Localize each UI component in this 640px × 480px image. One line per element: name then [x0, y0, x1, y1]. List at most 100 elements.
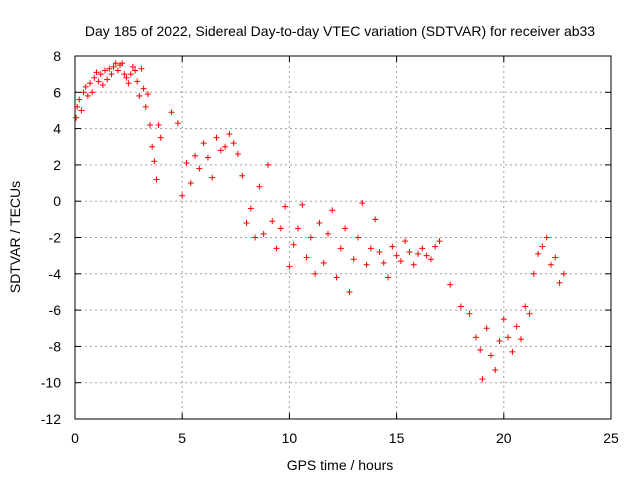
data-point: [294, 225, 301, 232]
data-point: [140, 85, 147, 92]
y-tick-label: 6: [53, 84, 61, 100]
data-point: [376, 249, 383, 256]
data-point: [153, 176, 160, 183]
data-point: [269, 218, 276, 225]
data-point: [539, 243, 546, 250]
data-point: [147, 121, 154, 128]
data-point: [110, 63, 117, 70]
x-tick-label: 25: [603, 430, 619, 446]
x-tick-label: 10: [282, 430, 298, 446]
data-point: [277, 225, 284, 232]
data-point: [447, 281, 454, 288]
data-point: [89, 89, 96, 96]
data-point: [552, 254, 559, 261]
data-point: [112, 60, 119, 67]
y-tick-label: 0: [53, 193, 61, 209]
data-point: [547, 261, 554, 268]
data-point: [93, 69, 100, 76]
data-point: [286, 263, 293, 270]
data-point: [102, 67, 109, 74]
data-point: [73, 114, 80, 121]
data-point: [342, 225, 349, 232]
data-point: [95, 78, 102, 85]
data-point: [406, 249, 413, 256]
data-point: [104, 76, 111, 83]
data-point: [359, 200, 366, 207]
y-axis-label: SDTVAR / TECUs: [7, 181, 23, 293]
y-tick-label: -2: [49, 230, 62, 246]
data-point: [410, 261, 417, 268]
data-point: [80, 89, 87, 96]
data-point: [151, 158, 158, 165]
data-point: [479, 376, 486, 383]
data-point: [174, 120, 181, 127]
data-point: [427, 256, 434, 263]
data-point: [192, 152, 199, 159]
data-point: [234, 151, 241, 158]
y-tick-label: 4: [53, 121, 61, 137]
data-point: [350, 256, 357, 263]
data-point: [183, 160, 190, 167]
data-point: [496, 337, 503, 344]
data-point: [509, 348, 516, 355]
x-axis-label: GPS time / hours: [287, 457, 394, 473]
data-point: [303, 254, 310, 261]
data-point: [324, 230, 331, 237]
data-point: [91, 74, 98, 81]
data-point: [230, 140, 237, 147]
data-point: [260, 230, 267, 237]
data-point: [84, 92, 91, 99]
data-point: [522, 303, 529, 310]
data-point: [252, 234, 259, 241]
data-point: [119, 60, 126, 67]
data-point: [312, 270, 319, 277]
data-point: [168, 109, 175, 116]
x-tick-label: 0: [71, 430, 79, 446]
data-point: [487, 352, 494, 359]
data-point: [372, 216, 379, 223]
data-point: [273, 245, 280, 252]
data-point: [123, 74, 130, 81]
data-point: [290, 241, 297, 248]
data-point: [213, 134, 220, 141]
data-point: [155, 121, 162, 128]
data-point: [560, 270, 567, 277]
data-point: [402, 238, 409, 245]
data-point: [477, 347, 484, 354]
data-point: [419, 245, 426, 252]
data-point: [337, 245, 344, 252]
data-point: [200, 140, 207, 147]
data-point: [316, 219, 323, 226]
data-point: [99, 82, 106, 89]
x-tick-label: 20: [496, 430, 512, 446]
y-tick-label: -6: [49, 302, 62, 318]
data-point: [500, 316, 507, 323]
data-point: [179, 192, 186, 199]
data-point: [385, 274, 392, 281]
data-point: [132, 67, 139, 74]
data-point: [556, 279, 563, 286]
data-point: [320, 259, 327, 266]
data-point: [108, 71, 115, 78]
data-point: [78, 107, 85, 114]
data-point: [505, 334, 512, 341]
data-point: [457, 303, 464, 310]
data-point: [134, 78, 141, 85]
chart-title: Day 185 of 2022, Sidereal Day-to-day VTE…: [85, 23, 595, 39]
x-tick-label: 15: [389, 430, 405, 446]
data-point: [97, 71, 104, 78]
data-point: [247, 205, 254, 212]
data-point: [204, 154, 211, 161]
data-point: [114, 67, 121, 74]
data-point: [243, 219, 250, 226]
data-point: [256, 183, 263, 190]
data-point: [239, 172, 246, 179]
data-point: [196, 165, 203, 172]
y-tick-label: 8: [53, 48, 61, 64]
data-point: [187, 180, 194, 187]
y-tick-label: -4: [49, 266, 62, 282]
data-point: [142, 103, 149, 110]
data-point: [76, 96, 83, 103]
data-point: [346, 288, 353, 295]
